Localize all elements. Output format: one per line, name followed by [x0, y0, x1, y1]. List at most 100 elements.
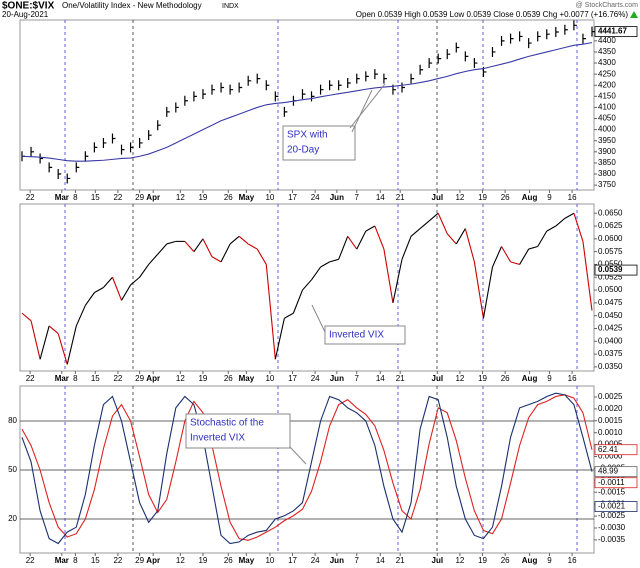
y-tick-label: 4400: [598, 36, 616, 45]
y-tick-label: 4100: [598, 103, 616, 112]
price-bar: [102, 137, 107, 148]
line-segment: [455, 228, 466, 245]
last-value-label: 0.0539: [598, 265, 623, 274]
y-tick-label: 4000: [598, 125, 616, 134]
last-value-box: [594, 26, 638, 38]
annotation-box: [185, 413, 291, 449]
price-bar: [428, 58, 433, 69]
line-segment: [383, 248, 394, 303]
x-tick-label: 24: [311, 374, 320, 383]
price-bar: [175, 102, 179, 113]
x-tick-label: 12: [455, 193, 464, 202]
x-tick-label: 17: [288, 556, 297, 565]
line-segment: [302, 279, 312, 291]
price-bar: [211, 84, 215, 95]
line-segment: [30, 320, 41, 360]
price-bar: [582, 33, 586, 44]
x-tick-label: 15: [91, 193, 100, 202]
price-bar: [455, 42, 460, 53]
y-tick-label: 0.0500: [598, 285, 623, 294]
price-bar: [93, 142, 98, 153]
x-tick-label: 9: [547, 193, 552, 202]
x-tick-label: 10: [265, 556, 274, 565]
last-value-label: -0.0021: [598, 502, 626, 511]
y2-tick-label: 0.0020: [598, 404, 623, 413]
line-segment: [211, 256, 222, 263]
x-tick-label: Aug: [522, 374, 538, 383]
x-tick-label: 19: [198, 193, 207, 202]
x-tick-label: 24: [311, 193, 320, 202]
y-tick-label: 4150: [598, 91, 616, 100]
panel: [19, 203, 595, 372]
line-segment: [238, 235, 249, 245]
x-tick-label: 19: [478, 193, 487, 202]
x-tick-label: 24: [311, 556, 320, 565]
annotation-arrow: [349, 83, 386, 129]
line-segment: [202, 238, 213, 258]
y2-tick-label: -0.0025: [598, 511, 626, 520]
x-tick-label: 19: [478, 374, 487, 383]
line-segment: [329, 258, 339, 263]
line-segment: [39, 325, 50, 360]
y-tick-label: 20: [8, 514, 17, 523]
line-segment: [229, 235, 240, 245]
x-tick-label: Apr: [146, 193, 160, 202]
x-tick-label: 12: [455, 374, 464, 383]
line-segment: [292, 289, 303, 314]
y-tick-label: 0.0650: [598, 208, 623, 217]
x-tick-label: 9: [547, 374, 552, 383]
y-tick-label: 0.0450: [598, 311, 623, 320]
price-bar: [338, 80, 342, 91]
line-segment: [284, 312, 294, 319]
annotation-text: SPX with: [287, 130, 328, 141]
y-tick-label: 4300: [598, 58, 616, 67]
price-bar: [220, 82, 225, 93]
line-segment: [148, 253, 159, 265]
price-bar: [365, 71, 369, 82]
x-tick-label: 8: [73, 374, 78, 383]
line-segment: [166, 240, 176, 245]
x-tick-label: 29: [135, 193, 144, 202]
line-segment: [537, 230, 548, 247]
watermark: @ StockCharts.com: [576, 2, 639, 9]
x-tick-label: Apr: [146, 556, 160, 565]
y-tick-label: 4050: [598, 114, 616, 123]
price-bar: [528, 38, 532, 49]
price-bar: [111, 133, 116, 144]
quote: Open 0.0539 High 0.0539 Low 0.0539 Close…: [356, 10, 629, 19]
x-tick-label: 17: [288, 193, 297, 202]
x-tick-label: 19: [198, 556, 207, 565]
y-tick-label: 0.0575: [598, 247, 623, 256]
line-segment: [193, 238, 204, 252]
last-value-box: [594, 264, 638, 276]
line-segment: [546, 225, 557, 232]
line-segment: [48, 325, 59, 335]
last-value-label: 48.99: [598, 467, 619, 476]
y-tick-label: 0.0550: [598, 260, 623, 269]
annotation-arrow: [289, 446, 307, 465]
price-bar: [446, 49, 451, 60]
price-bar: [184, 95, 188, 106]
price-bar: [238, 82, 243, 93]
line-segment: [582, 241, 593, 311]
price-bar: [546, 29, 550, 40]
line-segment: [256, 248, 267, 265]
price-bar: [500, 35, 505, 46]
price-bar: [347, 78, 351, 89]
price-bar: [39, 153, 44, 164]
y-tick-label: 3800: [598, 169, 616, 178]
x-tick-label: 22: [113, 193, 122, 202]
symbol: $ONE:$VIX: [2, 1, 55, 12]
x-tick-label: Jul: [432, 193, 444, 202]
last-value-label: 62.41: [598, 445, 619, 454]
price-bar: [139, 137, 143, 148]
annotation-text: Inverted VIX: [329, 330, 384, 341]
line-segment: [311, 266, 322, 281]
x-tick-label: 14: [376, 374, 385, 383]
line-segment: [121, 284, 132, 301]
line-segment: [555, 217, 566, 227]
y-tick-label: 4250: [598, 69, 616, 78]
line-segment: [510, 261, 520, 265]
line-segment: [564, 212, 575, 219]
line-segment: [392, 259, 403, 303]
